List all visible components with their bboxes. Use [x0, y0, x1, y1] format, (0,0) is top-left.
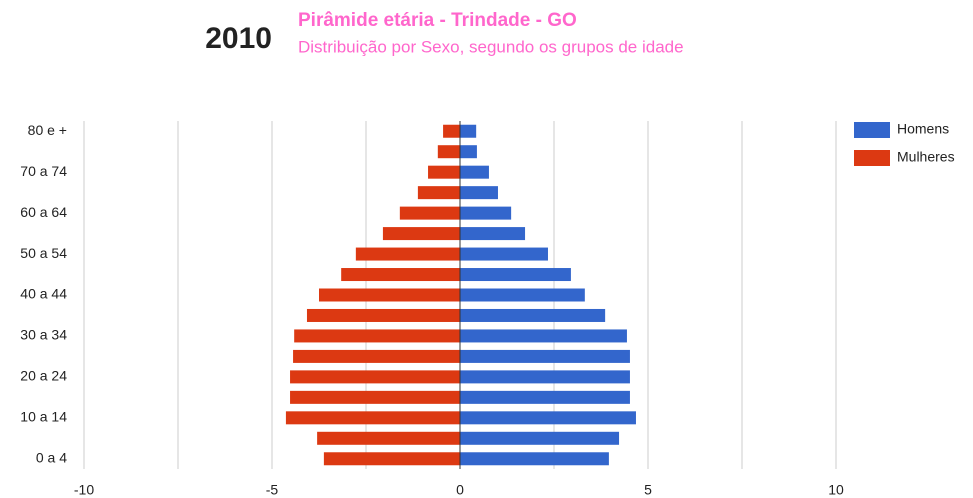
bar: [399, 206, 460, 220]
chart-year: 2010: [205, 22, 272, 55]
bar: [460, 227, 526, 241]
legend-swatch: [854, 150, 890, 166]
x-tick-label: 10: [828, 482, 844, 498]
y-tick-label: 70 a 74: [20, 163, 67, 179]
x-tick-label: 0: [456, 482, 464, 498]
bar: [460, 411, 636, 425]
bar: [460, 268, 571, 282]
y-tick-label: 50 a 54: [20, 245, 67, 261]
y-tick-label: 60 a 64: [20, 204, 67, 220]
legend-swatch: [854, 122, 890, 138]
bar: [341, 268, 460, 282]
x-tick-label: -5: [266, 482, 279, 498]
bar: [290, 390, 460, 404]
bar: [443, 124, 460, 138]
bar: [460, 288, 585, 302]
bar: [290, 370, 460, 384]
bar: [428, 165, 460, 179]
bar: [319, 288, 460, 302]
y-tick-label: 80 e +: [28, 122, 67, 138]
x-tick-label: 5: [644, 482, 652, 498]
y-tick-label: 20 a 24: [20, 368, 67, 384]
bar: [294, 329, 460, 343]
bar: [317, 431, 460, 445]
bar: [285, 411, 460, 425]
bar: [437, 145, 460, 159]
y-tick-label: 10 a 14: [20, 409, 67, 425]
y-tick-label: 0 a 4: [36, 449, 67, 465]
bar: [460, 329, 627, 343]
bar: [323, 452, 460, 466]
x-tick-label: -10: [74, 482, 94, 498]
bar: [460, 124, 477, 138]
bar: [460, 145, 477, 159]
bar: [460, 165, 489, 179]
chart-subtitle: Distribuição por Sexo, segundo os grupos…: [298, 37, 684, 56]
legend-label: Homens: [897, 121, 949, 137]
bar: [355, 247, 460, 261]
y-tick-label: 40 a 44: [20, 286, 67, 302]
y-tick-label: 30 a 34: [20, 327, 67, 343]
chart-title: Pirâmide etária - Trindade - GO: [298, 10, 577, 31]
bar: [460, 308, 606, 322]
bar: [382, 227, 460, 241]
bar: [460, 452, 609, 466]
bar: [460, 186, 498, 200]
bar: [293, 349, 460, 363]
bar: [306, 308, 460, 322]
bar: [460, 349, 630, 363]
bar: [460, 206, 512, 220]
legend-label: Mulheres: [897, 149, 955, 165]
bar: [460, 431, 620, 445]
bar: [460, 390, 630, 404]
bar: [417, 186, 460, 200]
bar: [460, 247, 548, 261]
bar: [460, 370, 630, 384]
